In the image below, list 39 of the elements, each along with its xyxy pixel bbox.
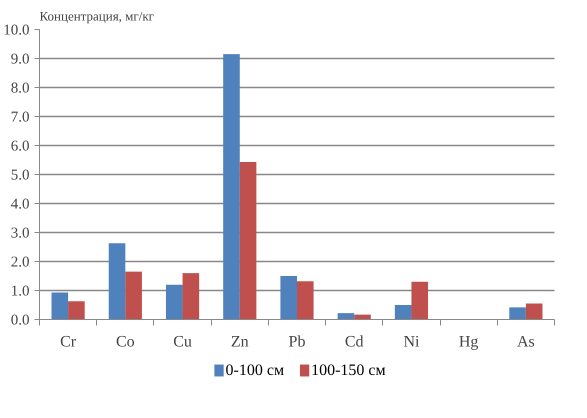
- x-tick-label: Cd: [344, 334, 364, 350]
- bar: [411, 282, 428, 320]
- x-tick-label: Cu: [173, 334, 192, 350]
- bar: [125, 272, 142, 320]
- legend-label: 100-150 см: [311, 362, 386, 379]
- x-tick-label: Zn: [230, 334, 249, 350]
- y-tick-label: 2.0: [10, 254, 30, 270]
- x-tick-label: Ni: [403, 334, 420, 350]
- y-tick-label: 0.0: [10, 312, 30, 328]
- x-tick-label: Cr: [60, 334, 77, 350]
- x-tick-label: Pb: [288, 334, 306, 350]
- bar: [182, 273, 200, 320]
- bar: [280, 276, 297, 320]
- x-tick-label: Co: [116, 334, 135, 350]
- bar: [166, 284, 183, 320]
- bar: [526, 304, 542, 320]
- bar: [52, 292, 68, 320]
- y-tick-label: 8.0: [10, 80, 30, 96]
- bar: [108, 243, 126, 320]
- bar: [338, 313, 354, 320]
- y-axis-title: Концентрация, мг/кг: [40, 8, 154, 24]
- bar: [68, 301, 85, 320]
- y-tick-label: 6.0: [10, 138, 30, 154]
- y-tick-label: 10.0: [3, 22, 30, 38]
- bar: [240, 162, 256, 320]
- y-tick-label: 7.0: [10, 110, 30, 126]
- x-tick-label: As: [517, 334, 535, 350]
- legend-label: 0-100 см: [226, 362, 284, 379]
- bar: [354, 314, 371, 320]
- bar: [223, 54, 240, 320]
- y-tick-label: 3.0: [10, 226, 30, 242]
- y-tick-label: 4.0: [10, 196, 30, 212]
- y-tick-label: 1.0: [10, 284, 30, 300]
- bar: [297, 281, 314, 320]
- y-tick-label: 5.0: [10, 168, 30, 184]
- x-tick-label: Hg: [458, 334, 478, 350]
- y-tick-label: 9.0: [10, 52, 30, 68]
- bar: [509, 307, 526, 320]
- bar: [394, 305, 412, 320]
